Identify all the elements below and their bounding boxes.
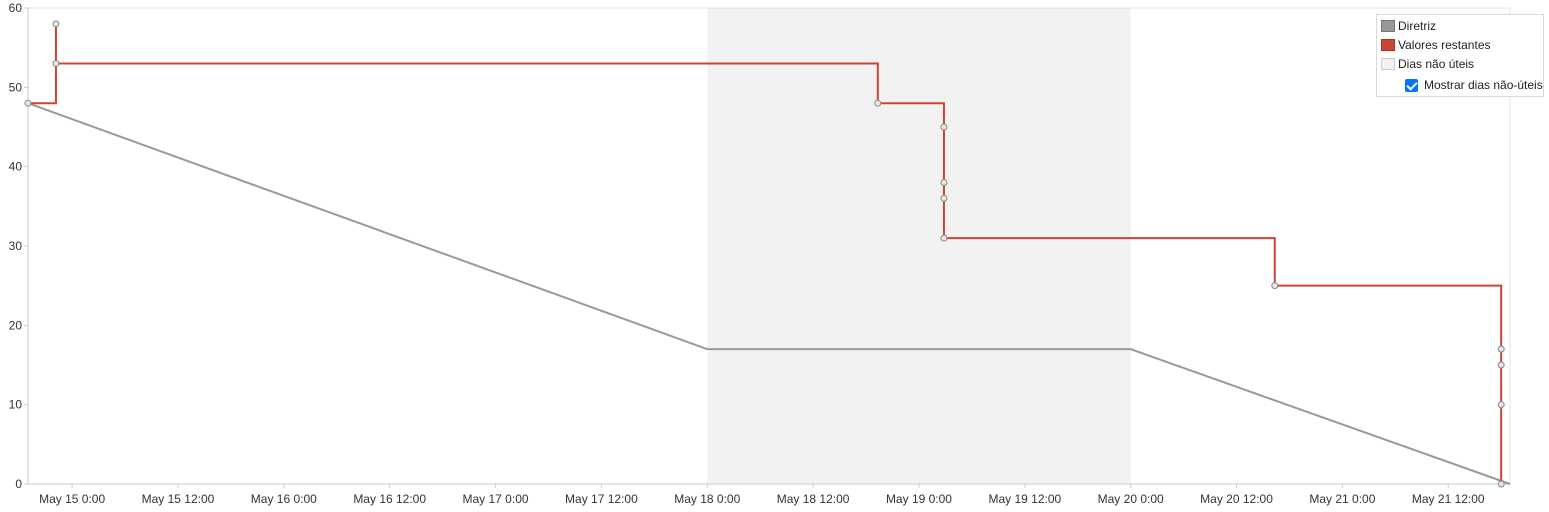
- x-tick-label: May 18 12:00: [777, 492, 850, 506]
- y-tick-label: 0: [15, 477, 22, 491]
- non-working-days-band: [707, 8, 1131, 484]
- legend-label-dias-nao-uteis: Dias não úteis: [1398, 57, 1475, 71]
- show-non-working-days-toggle[interactable]: Mostrar dias não-úteis: [1405, 77, 1543, 93]
- data-point: [940, 179, 948, 187]
- data-point: [874, 99, 882, 107]
- data-point: [1271, 282, 1279, 290]
- x-tick-label: May 19 12:00: [988, 492, 1061, 506]
- legend-item-diretriz[interactable]: Diretriz: [1381, 18, 1436, 34]
- axes: 0 10 20 30 40 50 60 May 15 0:00 May 15 12:00 May …: [9, 1, 1511, 506]
- data-point: [1497, 345, 1505, 353]
- x-tick-label: May 15 12:00: [142, 492, 215, 506]
- legend-swatch-valores-restantes: [1381, 39, 1395, 51]
- y-tick-label: 30: [9, 239, 23, 253]
- data-point: [1497, 361, 1505, 369]
- legend: Diretriz Valores restantes Dias não útei…: [1376, 14, 1544, 97]
- data-point: [1497, 401, 1505, 409]
- x-tick-label: May 20 0:00: [1098, 492, 1164, 506]
- data-point: [52, 20, 60, 28]
- x-tick-label: May 16 0:00: [251, 492, 317, 506]
- series-line-0: [27, 102, 1511, 485]
- x-tick-label: May 20 12:00: [1200, 492, 1273, 506]
- legend-swatch-diretriz: [1381, 20, 1395, 32]
- x-tick-label: May 19 0:00: [886, 492, 952, 506]
- data-point: [52, 60, 60, 68]
- data-point: [940, 194, 948, 202]
- x-tick-label: May 21 0:00: [1309, 492, 1375, 506]
- data-point: [24, 99, 32, 107]
- data-point: [940, 123, 948, 131]
- legend-item-valores-restantes[interactable]: Valores restantes: [1381, 37, 1491, 53]
- checkbox-checked-icon[interactable]: [1405, 78, 1418, 92]
- legend-swatch-dias-nao-uteis: [1381, 58, 1395, 70]
- x-tick-label: May 21 12:00: [1412, 492, 1485, 506]
- x-tick-label: May 15 0:00: [39, 492, 105, 506]
- y-tick-label: 40: [9, 160, 23, 174]
- y-tick-label: 20: [9, 318, 23, 332]
- non-working-days-layer: [707, 8, 1131, 484]
- y-tick-label: 60: [9, 1, 23, 15]
- show-non-working-days-label: Mostrar dias não-úteis: [1424, 78, 1543, 92]
- legend-label-valores-restantes: Valores restantes: [1398, 38, 1491, 52]
- data-point: [1497, 480, 1505, 488]
- x-tick-label: May 17 12:00: [565, 492, 638, 506]
- x-tick-label: May 17 0:00: [463, 492, 529, 506]
- y-tick-label: 10: [9, 398, 23, 412]
- y-tick-label: 50: [9, 80, 23, 94]
- legend-item-dias-nao-uteis[interactable]: Dias não úteis: [1381, 56, 1474, 72]
- x-tick-label: May 16 12:00: [353, 492, 426, 506]
- data-point: [940, 234, 948, 242]
- points-layer: [24, 20, 1505, 488]
- legend-label-diretriz: Diretriz: [1398, 19, 1436, 33]
- x-tick-label: May 18 0:00: [674, 492, 740, 506]
